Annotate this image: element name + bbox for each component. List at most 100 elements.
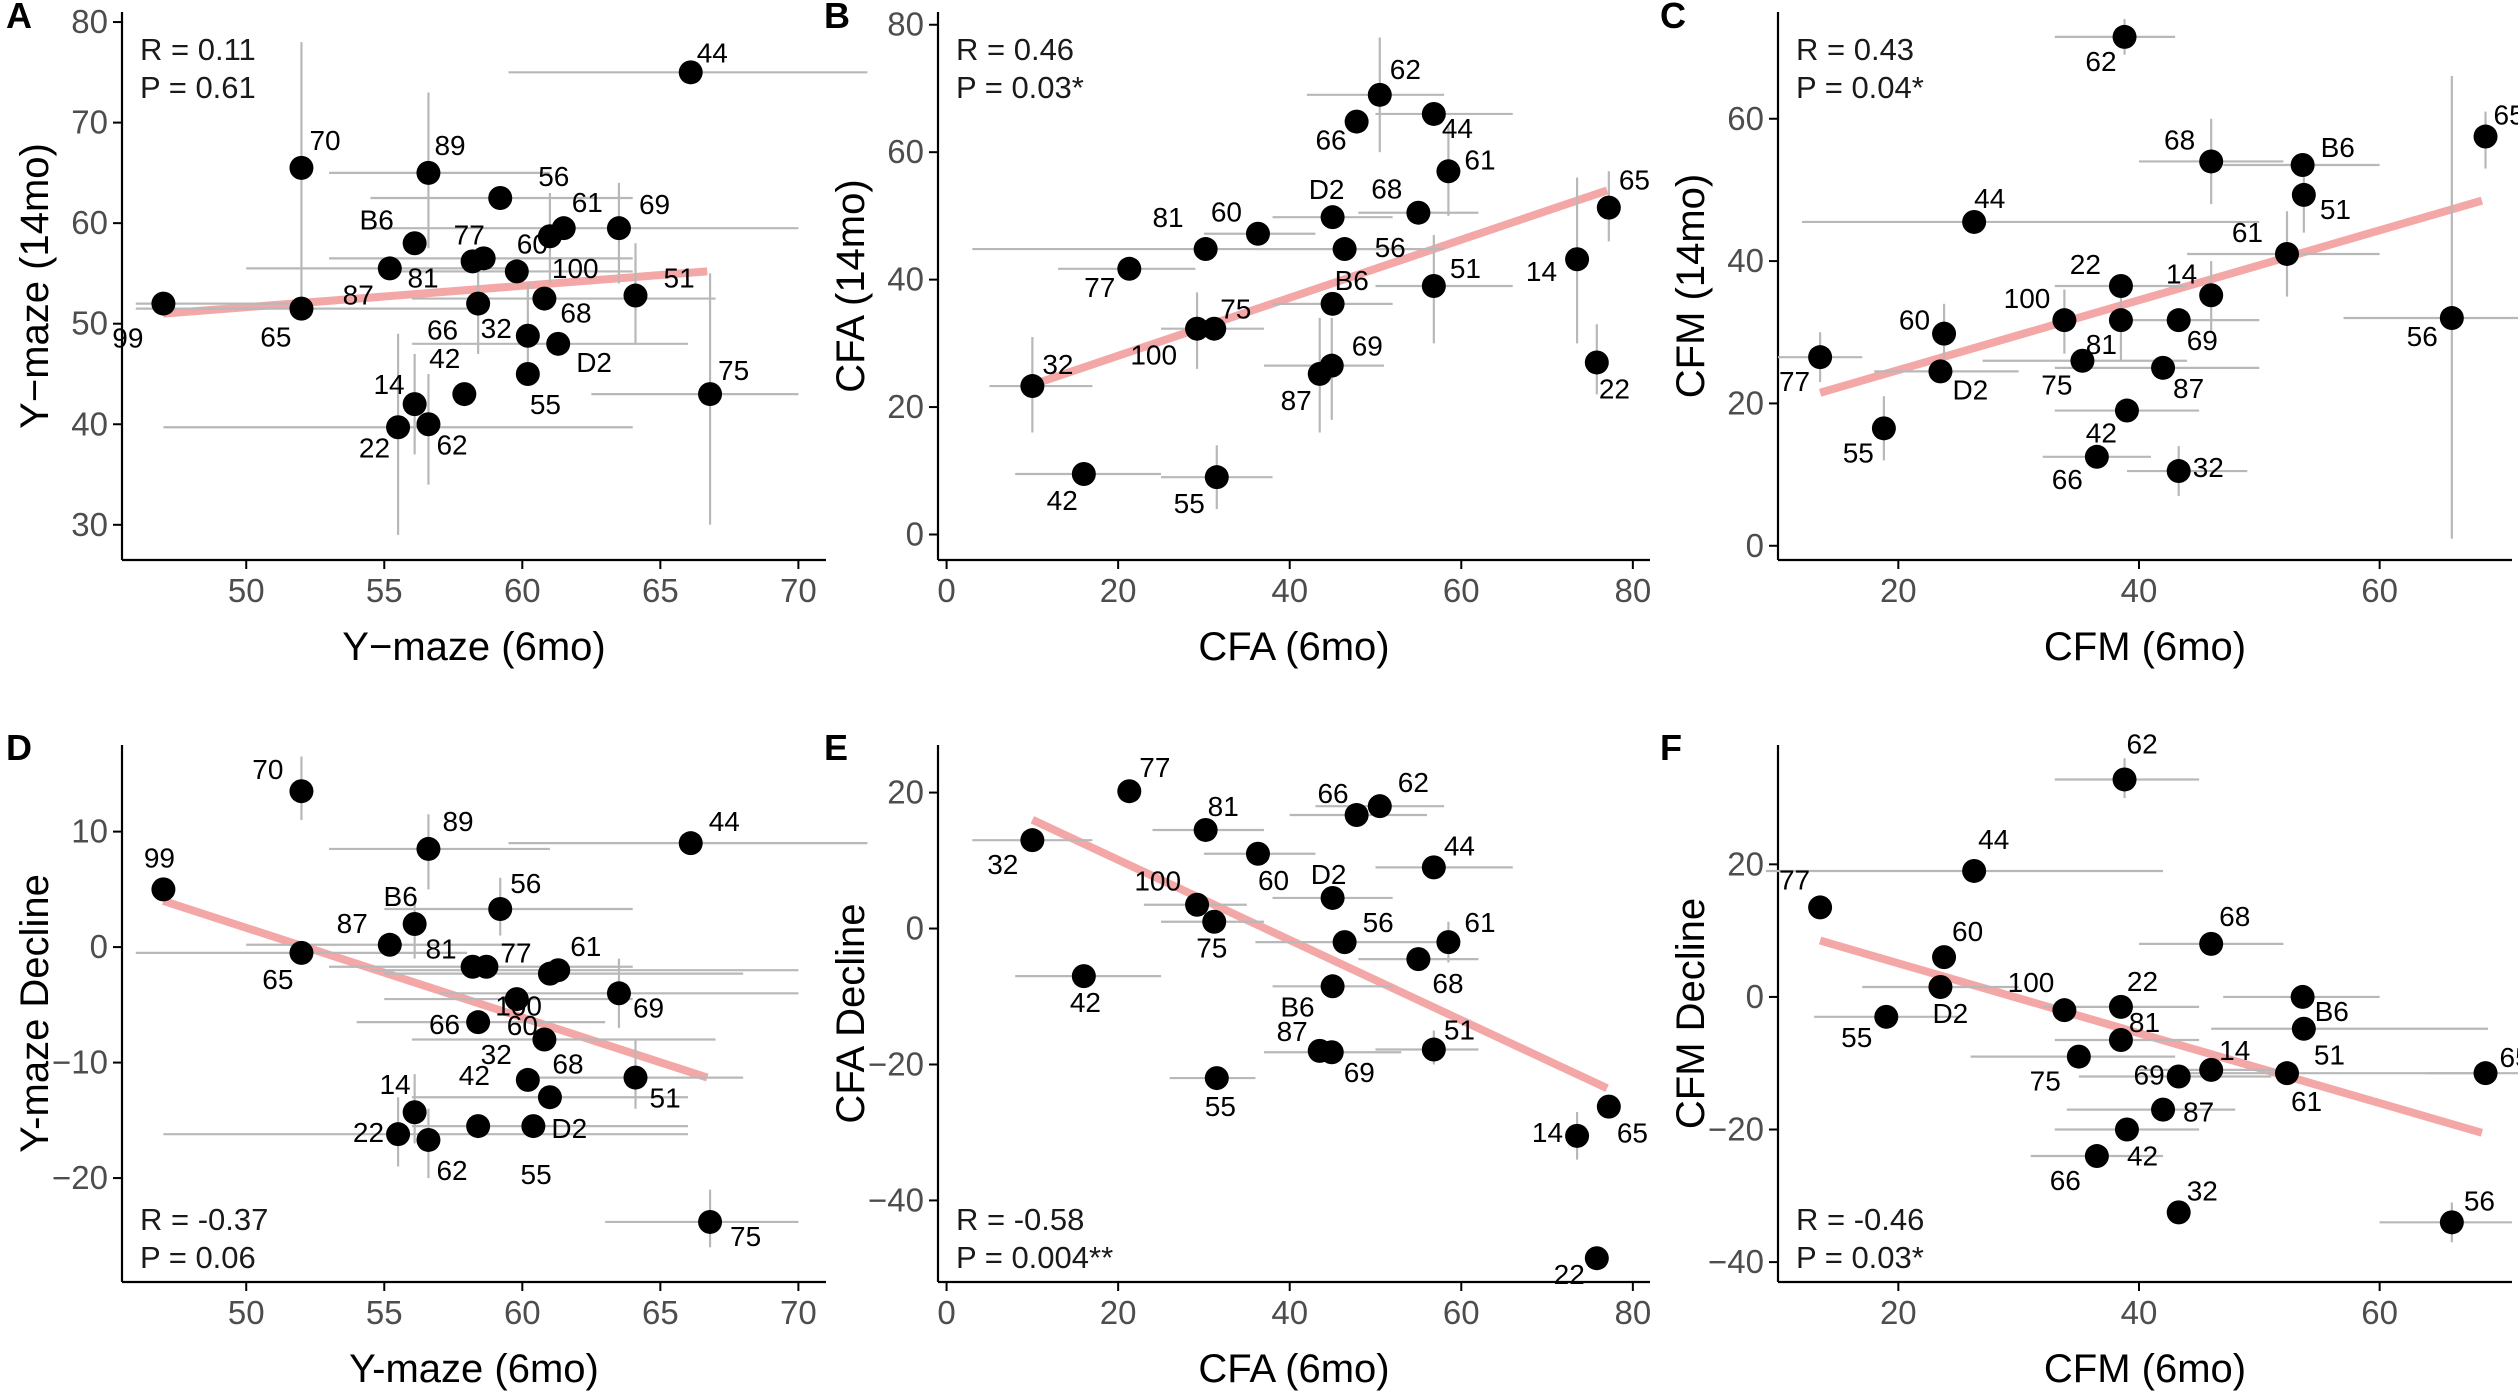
panel-letter: F bbox=[1660, 727, 1682, 768]
point-label: 77 bbox=[1084, 272, 1115, 303]
point-label: 65 bbox=[2494, 100, 2518, 131]
point-label: 99 bbox=[144, 842, 175, 873]
point-label: 65 bbox=[1617, 1118, 1648, 1149]
point-label: 55 bbox=[1205, 1091, 1236, 1122]
data-point bbox=[2473, 124, 2498, 149]
point-label: 56 bbox=[510, 868, 541, 899]
data-point bbox=[151, 291, 176, 316]
data-point bbox=[623, 283, 648, 308]
data-point bbox=[1596, 1094, 1621, 1119]
data-point bbox=[2114, 398, 2139, 423]
point-label: 51 bbox=[1444, 1015, 1475, 1046]
point-label: 68 bbox=[2219, 901, 2250, 932]
data-point bbox=[402, 392, 427, 417]
p-value: P = 0.04* bbox=[1796, 70, 1924, 105]
point-label: 77 bbox=[454, 219, 485, 250]
data-point bbox=[1193, 817, 1218, 842]
x-tick-label: 70 bbox=[780, 572, 817, 609]
point-label: 69 bbox=[633, 992, 664, 1023]
data-point bbox=[521, 1114, 546, 1139]
point-label: 56 bbox=[2407, 321, 2438, 352]
data-point bbox=[1020, 828, 1045, 853]
y-tick-label: 60 bbox=[887, 133, 924, 170]
data-point bbox=[1332, 237, 1357, 262]
point-label: 22 bbox=[359, 432, 390, 463]
point-label: 81 bbox=[1208, 791, 1239, 822]
data-point bbox=[1117, 779, 1142, 804]
correlation-r: R = -0.46 bbox=[1796, 1202, 1924, 1237]
point-label: 44 bbox=[697, 37, 728, 68]
point-label: 70 bbox=[309, 125, 340, 156]
data-point bbox=[402, 912, 427, 936]
point-label: 42 bbox=[429, 343, 460, 374]
point-label: 42 bbox=[2127, 1141, 2158, 1172]
y-tick-label: 60 bbox=[71, 204, 108, 241]
data-point bbox=[1307, 361, 1332, 386]
data-point bbox=[386, 415, 411, 440]
data-point bbox=[416, 160, 441, 185]
x-tick-label: 60 bbox=[504, 1294, 541, 1331]
point-label: 89 bbox=[442, 806, 473, 837]
x-tick-label: 50 bbox=[228, 1294, 265, 1331]
p-value: P = 0.03* bbox=[1796, 1240, 1924, 1275]
data-point bbox=[532, 1027, 557, 1052]
x-tick-label: 40 bbox=[1271, 1294, 1308, 1331]
y-tick-label: 70 bbox=[71, 104, 108, 141]
data-point bbox=[1436, 159, 1461, 184]
data-point bbox=[606, 981, 631, 1006]
data-point bbox=[698, 1209, 723, 1234]
data-point bbox=[537, 961, 562, 986]
point-label: 75 bbox=[730, 1221, 761, 1252]
point-label: 61 bbox=[572, 187, 603, 218]
data-point bbox=[2166, 308, 2191, 333]
x-tick-label: 20 bbox=[1100, 572, 1137, 609]
data-point bbox=[289, 779, 314, 804]
point-label: 55 bbox=[1843, 437, 1874, 468]
point-label: 75 bbox=[2041, 370, 2072, 401]
data-point bbox=[151, 877, 176, 902]
panel-b: B 0 20 40 60 80 0 20 40 60 80 CFA (6mo) CFA (14mo) 62… bbox=[824, 0, 1651, 669]
point-label: 14 bbox=[379, 1069, 410, 1100]
point-label: 65 bbox=[1619, 165, 1650, 196]
data-point bbox=[1185, 892, 1210, 917]
point-label: 70 bbox=[252, 754, 283, 785]
point-label: 77 bbox=[1139, 752, 1170, 783]
point-label: 14 bbox=[1526, 256, 1557, 287]
correlation-r: R = 0.11 bbox=[140, 32, 256, 67]
point-label: 32 bbox=[481, 1039, 512, 1070]
data-point bbox=[289, 155, 314, 180]
panel-d: D 50 55 60 65 70 −20 −10 0 10 Y-maze (6mo) Y-maze D… bbox=[6, 727, 868, 1391]
point-label: 87 bbox=[343, 279, 374, 310]
data-point bbox=[2166, 1064, 2191, 1089]
point-label: 66 bbox=[429, 1009, 460, 1040]
point-label: 99 bbox=[112, 323, 143, 354]
data-point bbox=[1584, 350, 1609, 375]
data-point bbox=[2070, 348, 2095, 373]
point-label: 81 bbox=[2129, 1007, 2160, 1038]
x-axis-title: CFA (6mo) bbox=[1198, 625, 1389, 669]
data-point bbox=[1928, 974, 1953, 999]
data-point bbox=[2290, 153, 2315, 178]
point-label: B6 bbox=[384, 881, 418, 912]
point-label: D2 bbox=[1932, 998, 1968, 1029]
point-label: 60 bbox=[1899, 305, 1930, 336]
data-point bbox=[466, 1114, 491, 1139]
point-label: 55 bbox=[1174, 488, 1205, 519]
panel-letter: D bbox=[6, 727, 32, 768]
point-label: 60 bbox=[1211, 197, 1242, 228]
data-point bbox=[2291, 1016, 2316, 1041]
data-point bbox=[1874, 1004, 1899, 1029]
data-point bbox=[2439, 306, 2464, 331]
data-point bbox=[2166, 1200, 2191, 1225]
point-label: 100 bbox=[2008, 967, 2055, 998]
y-tick-label: 60 bbox=[1727, 100, 1764, 137]
x-tick-label: 60 bbox=[504, 572, 541, 609]
data-point bbox=[1421, 274, 1446, 298]
data-point bbox=[515, 361, 540, 386]
point-label: D2 bbox=[1952, 374, 1988, 405]
point-label: 100 bbox=[1134, 866, 1181, 897]
point-label: 69 bbox=[2134, 1059, 2165, 1090]
point-label: 68 bbox=[1371, 174, 1402, 205]
data-point bbox=[1320, 291, 1345, 316]
y-tick-label: −20 bbox=[52, 1159, 108, 1196]
